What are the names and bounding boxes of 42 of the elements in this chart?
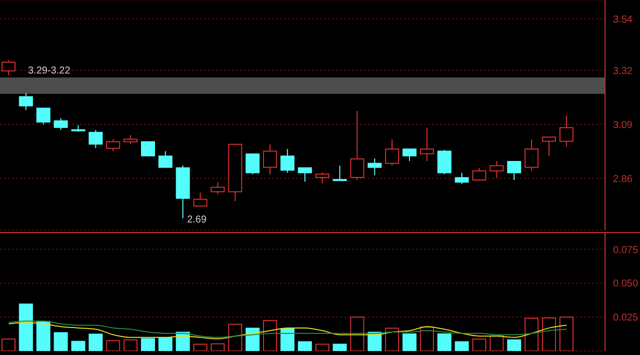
bar xyxy=(490,335,504,351)
bar xyxy=(36,320,50,351)
y-tick-label: 0.025 xyxy=(613,312,638,324)
bar xyxy=(228,324,242,351)
bar xyxy=(350,316,364,351)
bar xyxy=(106,340,120,351)
bar xyxy=(332,344,347,351)
bar xyxy=(507,339,522,351)
y-tick-label: 2.86 xyxy=(613,174,633,185)
y-tick-label: 3.09 xyxy=(613,120,633,131)
candlestick xyxy=(368,158,382,176)
y-tick-label: 0.075 xyxy=(613,244,638,256)
y-tick-label: 0.050 xyxy=(613,278,638,290)
candlestick xyxy=(210,182,225,195)
bar xyxy=(158,337,172,351)
bar xyxy=(454,341,469,351)
annotation: 2.69 xyxy=(187,214,207,226)
bar xyxy=(472,338,486,351)
bar xyxy=(193,344,208,351)
bar xyxy=(402,333,417,351)
bar xyxy=(315,344,330,351)
bar xyxy=(210,343,225,351)
bar xyxy=(263,320,278,351)
y-tick-label: 3.54 xyxy=(613,14,633,26)
bar xyxy=(385,328,400,351)
bar xyxy=(88,334,103,351)
y-tick-label: 3.32 xyxy=(613,66,633,77)
bar xyxy=(71,340,86,351)
bar xyxy=(124,339,138,351)
bar xyxy=(420,326,434,351)
bar xyxy=(559,316,574,351)
bar xyxy=(437,333,452,351)
bar xyxy=(246,328,260,351)
bar xyxy=(298,341,312,351)
bar xyxy=(280,328,294,351)
bar xyxy=(524,318,539,351)
bar xyxy=(542,317,556,351)
bar xyxy=(140,338,155,351)
candlestick xyxy=(420,127,434,162)
band-label: 3.29-3.22 xyxy=(28,65,71,76)
bar xyxy=(18,304,33,351)
bar xyxy=(54,332,68,351)
